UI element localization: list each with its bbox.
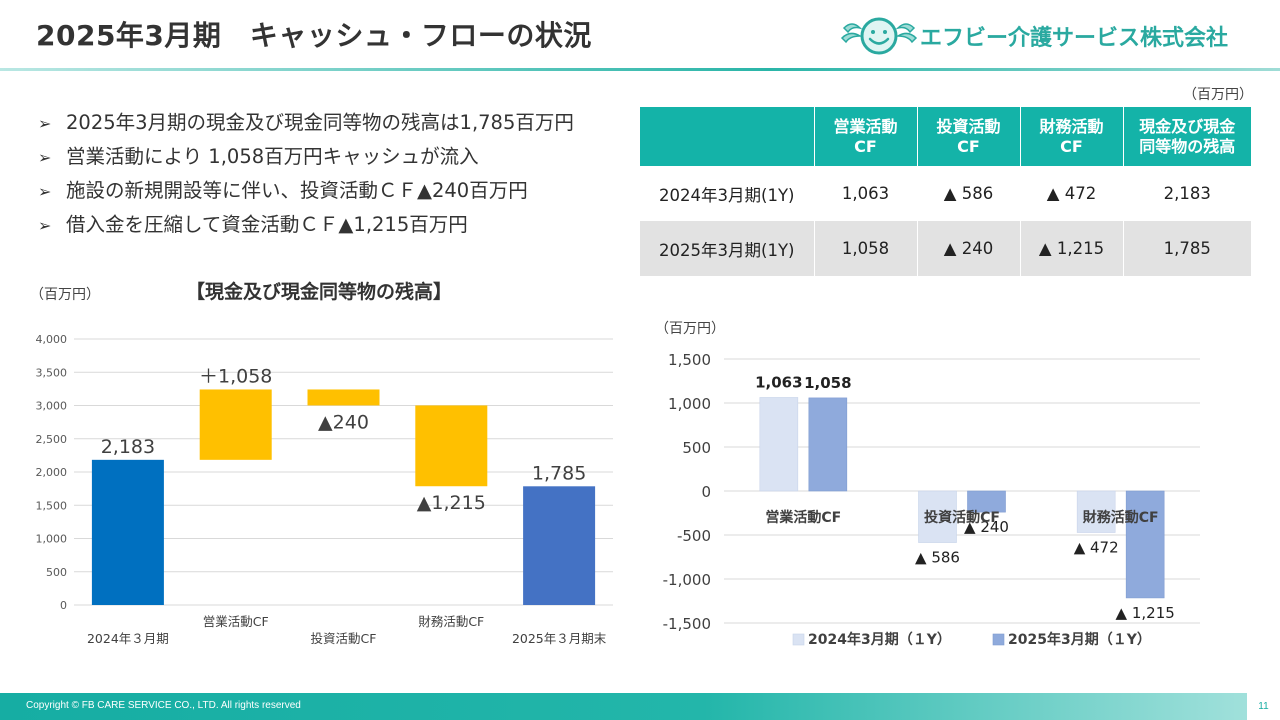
waterfall-chart-title: 【現金及び現金同等物の残高】	[186, 281, 453, 303]
legend-label: 2025年3月期（１Y）	[1008, 631, 1151, 648]
series-bar	[1076, 490, 1116, 533]
table-header-cell	[640, 107, 814, 166]
y-tick-label: 2,500	[36, 433, 68, 446]
page-title: 2025年3月期 キャッシュ・フローの状況	[36, 19, 592, 52]
y-tick-label: -1,500	[663, 615, 711, 633]
y-tick-label: 0	[701, 483, 711, 501]
arrow-bullet-icon: ➢	[38, 114, 52, 133]
bullet-text: 施設の新規開設等に伴い、投資活動ＣＦ▲240百万円	[66, 179, 528, 202]
y-tick-label: 1,500	[36, 499, 68, 512]
y-tick-label: 500	[46, 566, 67, 579]
waterfall-bar	[415, 405, 488, 487]
series-bar	[759, 397, 799, 492]
table-header-cell: 営業活動 CF	[813, 107, 917, 166]
smile-angel-icon	[840, 17, 918, 55]
bullet-item: ➢ 借入金を圧縮して資金活動ＣＦ▲1,215百万円	[38, 208, 638, 242]
legend-label: 2024年3月期（１Y）	[808, 631, 951, 648]
arrow-bullet-icon: ➢	[38, 148, 52, 167]
waterfall-bar	[523, 486, 596, 605]
arrow-bullet-icon: ➢	[38, 216, 52, 235]
table-unit-label: （百万円）	[1183, 87, 1253, 103]
company-logo: エフビー介護サービス株式会社	[840, 14, 1228, 58]
bullet-item: ➢ 施設の新規開設等に伴い、投資活動ＣＦ▲240百万円	[38, 174, 638, 208]
table-header-cell: 投資活動 CF	[916, 107, 1020, 166]
bullet-item: ➢ 営業活動により 1,058百万円キャッシュが流入	[38, 140, 638, 174]
bar-data-label: ▲ 472	[1074, 539, 1119, 557]
bar-data-label: 1,058	[804, 374, 851, 392]
series-bar	[967, 490, 1006, 513]
legend-swatch	[792, 633, 805, 646]
waterfall-unit-label: （百万円）	[30, 287, 100, 303]
waterfall-bar	[199, 389, 272, 460]
y-tick-label: 1,000	[668, 395, 711, 413]
y-tick-label: 2,000	[36, 466, 68, 479]
table-cell: ▲ 586	[916, 166, 1020, 221]
waterfall-bar	[307, 389, 380, 406]
bullet-item: ➢ 2025年3月期の現金及び現金同等物の残高は1,785百万円	[38, 106, 638, 140]
y-tick-label: 1,000	[36, 533, 68, 546]
header-divider	[0, 68, 1280, 71]
data-label: ▲1,215	[417, 492, 486, 514]
bar-data-label: ▲ 586	[915, 549, 960, 567]
table-cell-period: 2024年3月期(1Y)	[659, 185, 795, 205]
table-cell-period: 2025年3月期(1Y)	[640, 221, 814, 276]
company-name: エフビー介護サービス株式会社	[920, 26, 1229, 51]
category-label: 投資活動CF	[311, 631, 377, 646]
category-label: 営業活動CF	[203, 614, 269, 629]
header: 2025年3月期 キャッシュ・フローの状況 エフビー介護サービス株式会社	[0, 0, 1280, 71]
legend-swatch	[992, 633, 1005, 646]
bullet-text: 借入金を圧縮して資金活動ＣＦ▲1,215百万円	[66, 213, 468, 236]
table-cell: 1,785	[1122, 221, 1251, 276]
table-cell: 1,063	[813, 166, 917, 221]
arrow-bullet-icon: ➢	[38, 182, 52, 201]
table-cell: 2,183	[1122, 166, 1251, 221]
bullet-text: 2025年3月期の現金及び現金同等物の残高は1,785百万円	[66, 111, 574, 134]
series-bar	[918, 490, 957, 543]
table-cell: ▲ 1,215	[1019, 221, 1123, 276]
y-tick-label: 1,500	[668, 351, 711, 369]
cashflow-bar-chart: -1,500 -1,000 -500 0 500 1,000 1,500 1,063 ▲ 586…	[663, 351, 1200, 648]
copyright-text: Copyright © FB CARE SERVICE CO., LTD. Al…	[26, 700, 301, 711]
waterfall-chart: 0 500 1,000 1,500 2,000 2,500 3,000 3,500 4,000 2…	[36, 333, 613, 646]
data-label: ▲240	[318, 411, 369, 433]
page-number: 11	[1258, 701, 1269, 712]
table-header-cell: 財務活動 CF	[1019, 107, 1123, 166]
bar-chart-unit-label: （百万円）	[655, 321, 725, 337]
table-cell: ▲ 472	[1019, 166, 1123, 221]
y-tick-label: -1,000	[663, 571, 711, 589]
table-header-row: 営業活動 CF 投資活動 CF 財務活動 CF 現金及び現金 同等物の残高	[640, 107, 1251, 166]
y-tick-label: 500	[682, 439, 711, 457]
category-label: 投資活動CF	[924, 509, 1000, 526]
y-tick-label: 3,000	[36, 400, 68, 413]
series-bar	[1125, 490, 1165, 599]
category-label: 財務活動CF	[1082, 509, 1159, 526]
bar-data-label: ▲ 240	[964, 518, 1009, 536]
bullet-text: 営業活動により 1,058百万円キャッシュが流入	[66, 145, 479, 168]
table-header-cell: 現金及び現金 同等物の残高	[1122, 107, 1251, 166]
page-number-box: 11	[1247, 693, 1280, 720]
category-label: 2024年３月期	[87, 631, 169, 646]
waterfall-bar	[91, 459, 164, 605]
data-label: 1,785	[532, 462, 586, 484]
table-cell: ▲ 240	[916, 221, 1020, 276]
summary-bullets: ➢ 2025年3月期の現金及び現金同等物の残高は1,785百万円 ➢ 営業活動により…	[38, 106, 638, 242]
table-row: 2025年3月期(1Y) 1,058 ▲ 240 ▲ 1,215 1,785	[640, 221, 1251, 276]
category-label: 財務活動CF	[418, 614, 484, 629]
y-tick-label: -500	[677, 527, 711, 545]
table-row: 2024年3月期(1Y) 1,063 ▲ 586 ▲ 472 2,183	[640, 166, 1251, 221]
cashflow-table: 営業活動 CF 投資活動 CF 財務活動 CF 現金及び現金 同等物の残高 20…	[640, 107, 1251, 276]
category-label: 営業活動CF	[765, 509, 841, 526]
series-bar	[808, 397, 848, 492]
footer: Copyright © FB CARE SERVICE CO., LTD. Al…	[0, 693, 1280, 720]
y-tick-label: 3,500	[36, 366, 68, 379]
y-tick-label: 0	[60, 599, 67, 612]
table-cell: 1,058	[813, 221, 917, 276]
y-tick-label: 4,000	[36, 333, 68, 346]
data-label: 2,183	[101, 436, 155, 458]
bar-data-label: 1,063	[755, 373, 802, 391]
bar-data-label: ▲ 1,215	[1116, 604, 1175, 622]
category-label: 2025年３月期末	[512, 631, 607, 646]
data-label: ＋1,058	[199, 365, 272, 387]
